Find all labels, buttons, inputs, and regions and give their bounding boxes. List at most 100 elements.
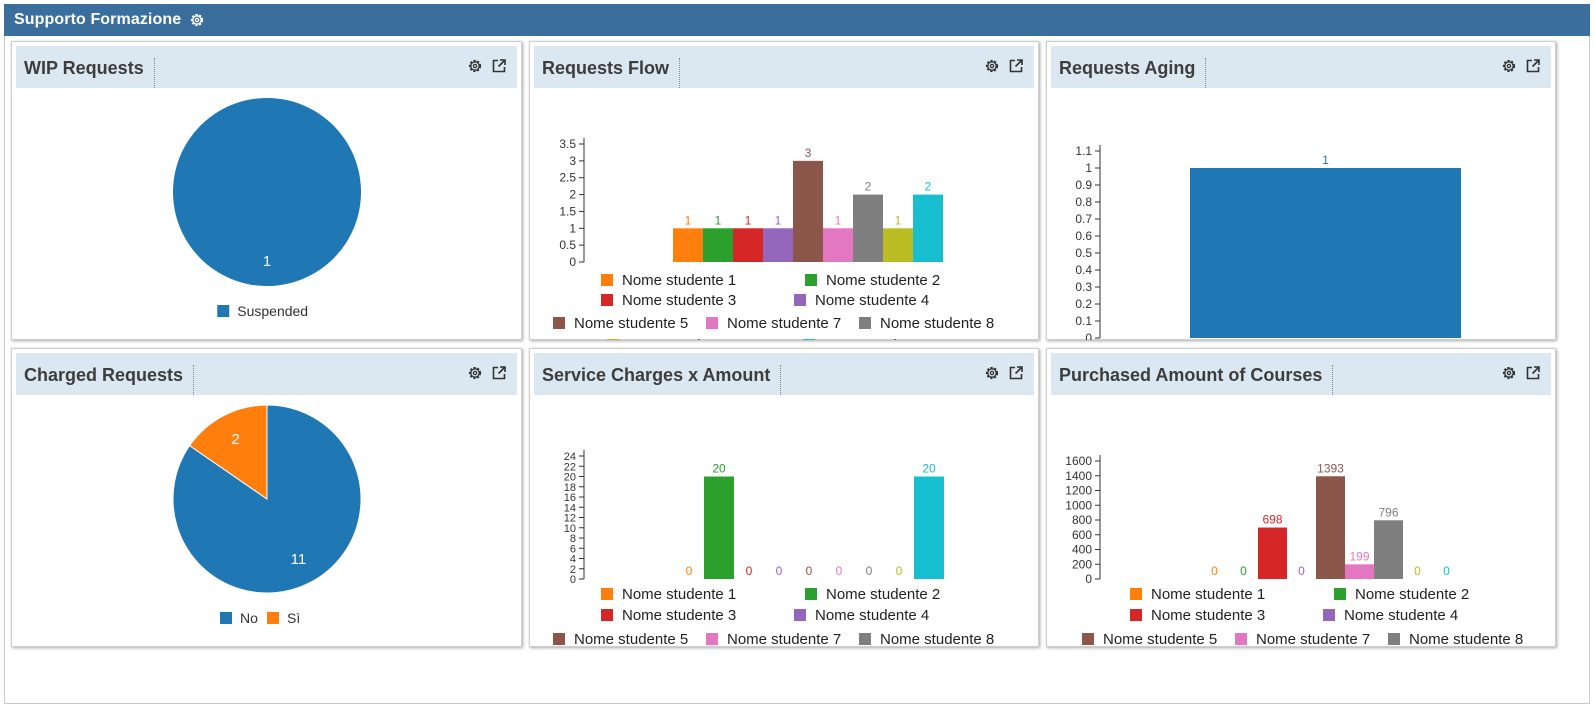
panel-title: Purchased Amount of Courses	[1059, 365, 1334, 395]
panel-settings-gear-icon[interactable]	[1501, 58, 1517, 74]
legend-swatch	[553, 633, 565, 645]
bar	[1190, 168, 1461, 338]
y-tick-label: 1000	[1065, 498, 1092, 512]
legend-swatch	[794, 609, 806, 621]
bar-value-label: 20	[712, 462, 726, 476]
legend-label: No	[240, 610, 258, 626]
panel-settings-gear-icon[interactable]	[984, 365, 1000, 381]
legend-swatch	[1323, 609, 1335, 621]
panel-open-external-icon[interactable]	[1008, 365, 1024, 381]
chart-svg: 00.10.20.30.40.50.60.70.80.911.112017-03…	[1075, 144, 1461, 340]
bar-value-label: 2	[925, 180, 932, 194]
legend-swatch	[1082, 633, 1094, 645]
bar	[1345, 564, 1374, 579]
panel-header: Service Charges x Amount	[534, 353, 1034, 395]
y-tick-label: 1.1	[1075, 144, 1092, 158]
legend-swatch	[794, 294, 806, 306]
y-tick-label: 400	[1072, 543, 1092, 557]
bar-value-label: 1	[1322, 153, 1329, 167]
bar-value-label: 1	[775, 213, 782, 227]
bar-value-label: 199	[1349, 549, 1369, 563]
bar-value-label: 0	[776, 564, 783, 578]
legend-label: Nome studente 8	[880, 631, 994, 647]
panel-requests-aging: Requests Aging 0 0.1 0.2 0.3 0.4 0.5 0.6 0.7 0.8 0…	[1046, 41, 1556, 340]
chart-svg: 1 Suspended	[173, 98, 361, 319]
panel-settings-gear-icon[interactable]	[467, 365, 483, 381]
bar-value-label: 1	[895, 213, 902, 227]
legend-label: Nome studente 2	[1355, 586, 1469, 603]
pie-label: 1	[263, 253, 271, 270]
pie-label: 2	[231, 431, 239, 448]
bar	[883, 228, 913, 262]
panel-settings-gear-icon[interactable]	[1501, 365, 1517, 381]
legend-label: Nome studente 1	[622, 272, 736, 289]
panel-header: WIP Requests	[16, 46, 517, 88]
dashboard-title: Supporto Formazione	[14, 11, 182, 28]
bar-value-label: 0	[836, 564, 843, 578]
panel-settings-gear-icon[interactable]	[467, 58, 483, 74]
bar-value-label: 1	[745, 213, 752, 227]
chart-svg: 0 0.5 1 1.5 2 2.5 3 3.5 1 1 1 1 3 1 2 1 2 Nome studente 1…	[553, 137, 994, 340]
legend-label: Nome studente 4	[1344, 607, 1458, 624]
bar	[704, 476, 734, 579]
panel-settings-gear-icon[interactable]	[984, 58, 1000, 74]
panel-open-external-icon[interactable]	[1525, 58, 1541, 74]
panel-open-external-icon[interactable]	[491, 58, 507, 74]
pie-slice	[188, 404, 268, 500]
panel-open-external-icon[interactable]	[1008, 58, 1024, 74]
legend-label: Nome studente 5	[574, 631, 688, 647]
y-tick-label: 800	[1072, 513, 1092, 527]
panel-title: Service Charges x Amount	[542, 365, 782, 395]
legend-label: Sì	[287, 610, 300, 626]
legend-label: Nome studente 7	[1256, 631, 1370, 647]
y-tick-label: 20	[564, 472, 576, 484]
legend-swatch	[706, 317, 718, 329]
bar-value-label: 796	[1378, 505, 1398, 519]
y-tick-label: 24	[564, 451, 576, 463]
y-tick-label: 12	[564, 513, 576, 525]
legend-swatch	[1388, 633, 1400, 645]
panel-title: Requests Flow	[542, 58, 681, 88]
bar	[1258, 527, 1287, 579]
pie-slice	[172, 404, 362, 594]
panel-open-external-icon[interactable]	[1525, 365, 1541, 381]
bar	[703, 228, 733, 262]
legend-label: Nome studente 4	[815, 292, 929, 309]
bar-value-label: 0	[746, 564, 753, 578]
y-tick-label: 6	[570, 543, 576, 555]
y-tick-label: 0	[570, 574, 576, 586]
panel-title: Requests Aging	[1059, 58, 1207, 88]
y-tick-label: 4	[570, 554, 576, 566]
y-tick-label: 0.9	[1075, 178, 1092, 192]
legend-label: Nome studente 1	[622, 586, 736, 603]
dashboard-settings-gear-icon[interactable]	[189, 12, 207, 30]
legend-label: Suspended	[237, 303, 308, 319]
legend-swatch	[1334, 588, 1346, 600]
y-tick-label: 0	[1085, 331, 1092, 340]
panel-header: Charged Requests	[16, 353, 517, 395]
bar-value-label: 0	[1211, 564, 1218, 578]
legend-label: Nome studente 1	[1151, 586, 1265, 603]
bar-value-label: 3	[805, 146, 812, 160]
panel-requests-flow: Requests Flow 0 0.5 1 1.5 2 2.5 3 3.5 1 1 1 1 3 1 2 1 2 No…	[529, 41, 1039, 340]
y-tick-label: 1600	[1065, 454, 1092, 468]
legend-label: Nome studente 3	[1151, 607, 1265, 624]
legend-swatch	[601, 294, 613, 306]
legend-label: Nome studente 7	[727, 631, 841, 647]
y-tick-label: 0.5	[1075, 246, 1092, 260]
panel-open-external-icon[interactable]	[491, 365, 507, 381]
bar	[913, 194, 943, 262]
bar	[914, 476, 944, 579]
bar	[823, 228, 853, 262]
y-tick-label: 0.2	[1075, 297, 1092, 311]
y-tick-label: 3.5	[559, 137, 576, 151]
bar	[1316, 476, 1345, 579]
bar-value-label: 698	[1262, 513, 1282, 527]
y-tick-label: 0.3	[1075, 280, 1092, 294]
y-tick-label: 200	[1072, 557, 1092, 571]
legend-label: Nome studente 2	[826, 272, 940, 289]
legend-label: Nome studente 9	[628, 337, 742, 340]
chart-svg: 11 2 No Sì	[172, 404, 362, 626]
bar-value-label: 1	[835, 213, 842, 227]
